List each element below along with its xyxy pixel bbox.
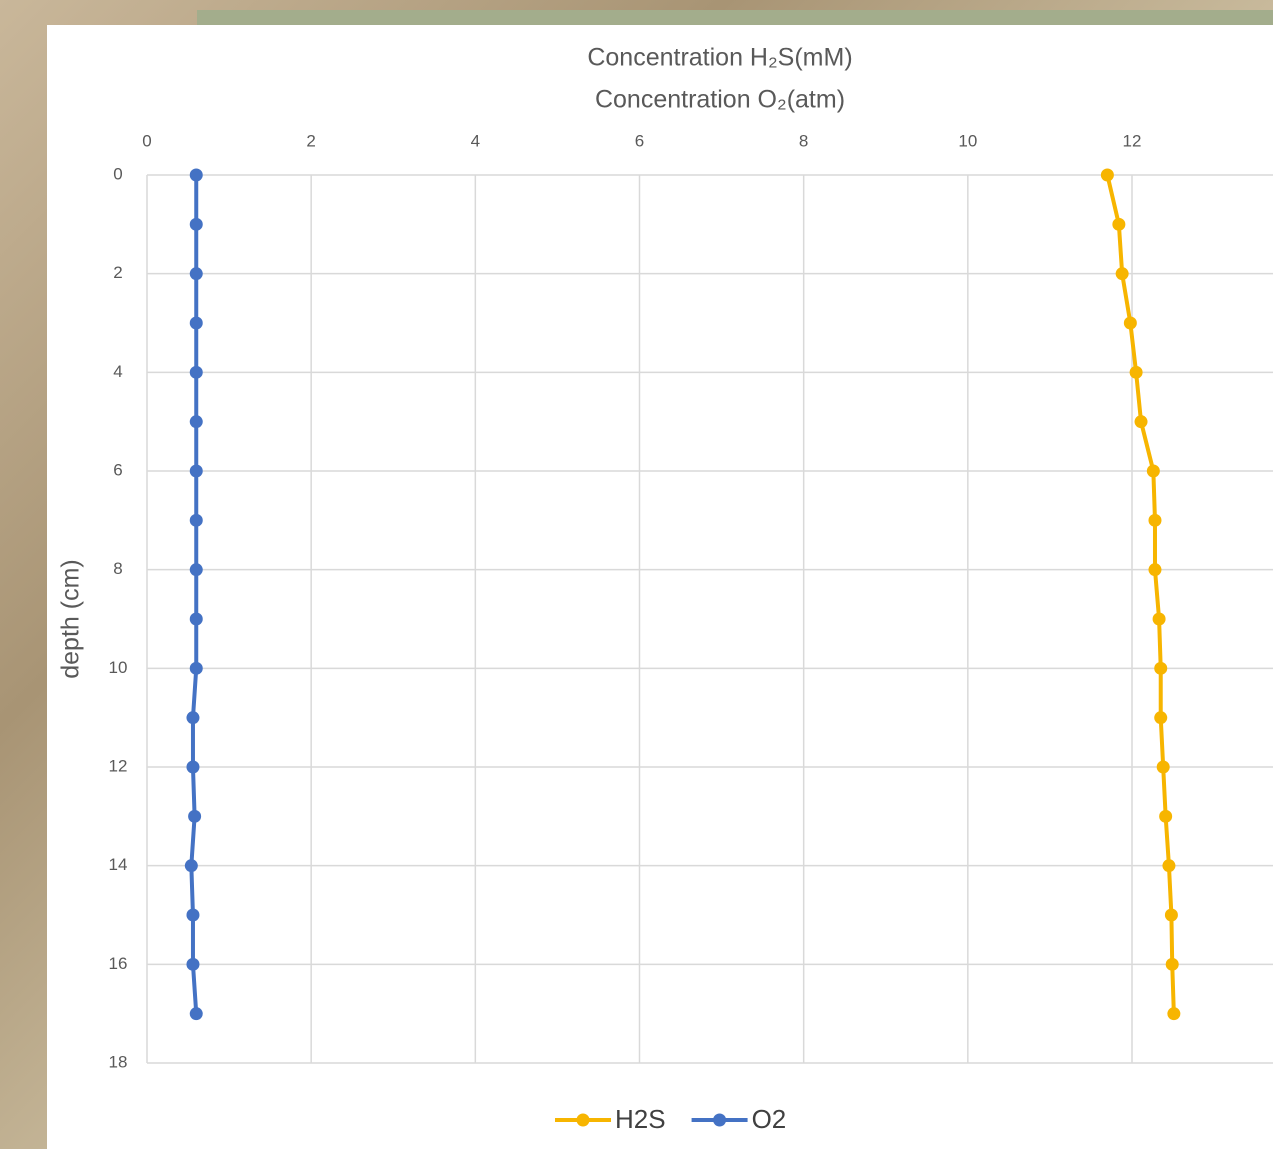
x-axis-title: Concentration O₂(atm) [595, 86, 845, 114]
x-tick-label: 12 [1123, 131, 1142, 150]
y-tick-label: 16 [109, 954, 128, 973]
data-point [1153, 613, 1166, 626]
y-tick-label: 14 [109, 855, 128, 874]
x-axis-title: Concentration H₂S(mM) [587, 44, 852, 72]
data-point [190, 218, 203, 231]
data-point [1157, 761, 1170, 774]
data-point [186, 711, 199, 724]
data-point [1154, 662, 1167, 675]
data-point [1112, 218, 1125, 231]
data-point [1159, 810, 1172, 823]
data-point [186, 958, 199, 971]
data-point [185, 859, 198, 872]
y-axis-title: depth (cm) [57, 559, 85, 678]
data-point [1162, 859, 1175, 872]
data-point [190, 1007, 203, 1020]
y-tick-label: 18 [109, 1052, 128, 1071]
series-line [191, 175, 196, 1014]
data-point [1165, 909, 1178, 922]
data-point [190, 465, 203, 478]
x-tick-label: 0 [142, 131, 151, 150]
x-tick-label: 4 [471, 131, 480, 150]
data-point [186, 909, 199, 922]
data-point [190, 366, 203, 379]
data-point [1116, 267, 1129, 280]
data-point [1154, 711, 1167, 724]
data-point [190, 613, 203, 626]
page: Concentration H₂S(mM) Concentration O₂(a… [0, 0, 1273, 1149]
data-point [186, 761, 199, 774]
y-tick-label: 4 [113, 362, 122, 381]
legend-marker [577, 1114, 590, 1127]
data-point [190, 563, 203, 576]
x-tick-label: 6 [635, 131, 644, 150]
data-point [190, 662, 203, 675]
x-tick-label: 8 [799, 131, 808, 150]
data-point [1135, 415, 1148, 428]
data-point [190, 317, 203, 330]
data-point [1166, 958, 1179, 971]
y-tick-label: 10 [109, 658, 128, 677]
data-point [1124, 317, 1137, 330]
y-tick-label: 12 [109, 756, 128, 775]
data-point [190, 415, 203, 428]
x-tick-label: 10 [958, 131, 977, 150]
series-line [1107, 175, 1173, 1014]
data-point [190, 169, 203, 182]
data-point [1148, 563, 1161, 576]
legend-marker [713, 1114, 726, 1127]
x-tick-label: 2 [306, 131, 315, 150]
chart: Concentration H₂S(mM) Concentration O₂(a… [0, 0, 1273, 1149]
data-point [1148, 514, 1161, 527]
data-point [1130, 366, 1143, 379]
data-point [190, 267, 203, 280]
data-point [188, 810, 201, 823]
data-point [1167, 1007, 1180, 1020]
data-point [190, 514, 203, 527]
y-tick-label: 2 [113, 263, 122, 282]
y-tick-label: 8 [113, 559, 122, 578]
legend-label: H2S [615, 1104, 666, 1134]
legend-label: O2 [752, 1104, 787, 1134]
y-tick-label: 6 [113, 460, 122, 479]
data-point [1101, 169, 1114, 182]
y-tick-label: 0 [113, 164, 122, 183]
data-point [1147, 465, 1160, 478]
